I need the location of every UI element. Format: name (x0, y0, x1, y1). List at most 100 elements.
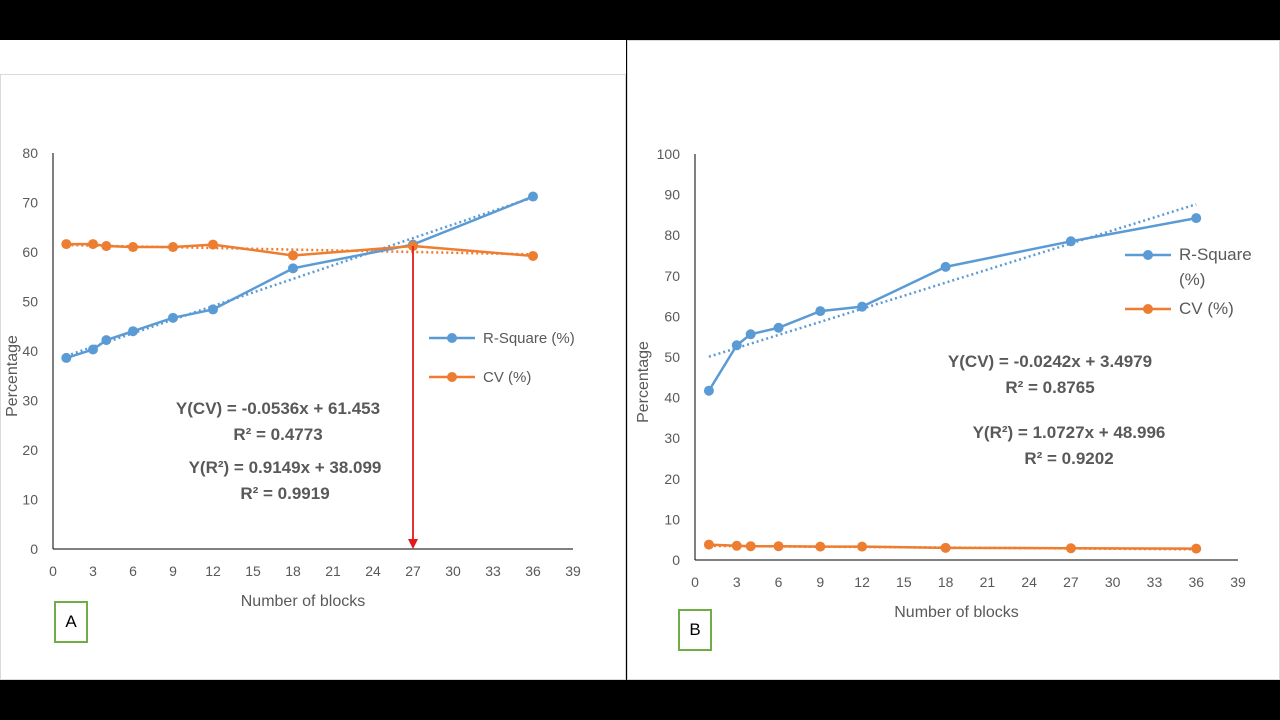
y-tick-label: 90 (664, 187, 680, 203)
x-tick-label: 33 (485, 563, 501, 579)
data-point (773, 322, 784, 333)
y-tick-label: 40 (664, 390, 680, 406)
data-point (168, 312, 178, 323)
x-axis-title: Number of blocks (241, 593, 366, 610)
data-point (1191, 543, 1202, 554)
equation-text: Y(R²) = 1.0727x + 48.996 (973, 423, 1166, 442)
data-point (128, 242, 138, 253)
legend-swatch-marker (447, 372, 457, 382)
legend-swatch-marker (1143, 250, 1153, 260)
legend-label: CV (%) (1179, 299, 1234, 318)
x-tick-label: 39 (565, 563, 581, 579)
y-tick-label: 40 (22, 343, 38, 359)
x-tick-label: 18 (285, 563, 301, 579)
y-tick-label: 80 (22, 145, 38, 161)
x-tick-label: 15 (896, 574, 912, 590)
y-tick-label: 70 (22, 195, 38, 211)
y-axis-title: Percentage (635, 341, 652, 423)
data-point (773, 541, 784, 552)
data-point (815, 306, 826, 317)
y-tick-label: 0 (672, 552, 680, 568)
x-tick-label: 6 (129, 563, 137, 579)
data-point (128, 326, 138, 337)
y-tick-label: 50 (664, 349, 680, 365)
x-tick-label: 21 (325, 563, 341, 579)
x-tick-label: 18 (938, 574, 954, 590)
x-tick-label: 21 (980, 574, 996, 590)
x-tick-label: 36 (1188, 574, 1204, 590)
data-point (731, 540, 742, 551)
panel-label-a: A (54, 601, 88, 643)
x-tick-label: 30 (445, 563, 461, 579)
r-squared-text: R² = 0.9202 (1024, 449, 1113, 468)
y-tick-label: 30 (22, 393, 38, 409)
data-point (703, 385, 714, 396)
data-point (703, 539, 714, 550)
legend-swatch-marker (447, 333, 457, 343)
data-point (288, 250, 298, 261)
chart-panel-a: 0 10 20 30 40 50 60 70 80 0 3 6 9 12 15 18 21 24 27 30 33 36 3… (0, 74, 626, 680)
data-point (88, 239, 98, 250)
data-point (745, 541, 756, 552)
x-tick-label: 27 (405, 563, 421, 579)
x-tick-label: 39 (1230, 574, 1246, 590)
panel-label-b: B (678, 609, 712, 651)
data-point (88, 344, 98, 355)
data-point (1065, 236, 1076, 247)
chart-panel-b: 0 10 20 30 40 50 60 70 80 90 100 0 3 6 9 12 15 18 21 24 27 30… (627, 40, 1280, 680)
x-tick-label: 27 (1063, 574, 1079, 590)
x-tick-label: 24 (1021, 574, 1037, 590)
x-tick-label: 12 (205, 563, 221, 579)
legend-swatch-marker (1143, 304, 1153, 314)
x-tick-label: 3 (89, 563, 97, 579)
data-point (61, 239, 72, 250)
y-tick-label: 10 (22, 492, 38, 508)
y-tick-label: 10 (664, 511, 680, 527)
y-tick-label: 80 (664, 227, 680, 243)
x-tick-label: 12 (854, 574, 870, 590)
r-squared-text: R² = 0.9919 (240, 484, 329, 503)
y-tick-label: 70 (664, 268, 680, 284)
y-tick-label: 50 (22, 294, 38, 310)
data-point (288, 263, 298, 274)
data-point (208, 304, 218, 315)
trendline-r-square- (65, 196, 534, 358)
x-tick-label: 6 (775, 574, 783, 590)
x-tick-label: 15 (245, 563, 261, 579)
x-tick-label: 3 (733, 574, 741, 590)
r-squared-text: R² = 0.4773 (233, 425, 322, 444)
data-point (857, 541, 868, 552)
x-tick-label: 36 (525, 563, 541, 579)
x-tick-label: 9 (816, 574, 824, 590)
x-axis-title: Number of blocks (894, 604, 1019, 621)
data-point (731, 340, 742, 351)
y-axis-title: Percentage (4, 335, 21, 417)
data-point (61, 352, 72, 363)
data-point (208, 239, 218, 250)
equation-text: Y(CV) = -0.0536x + 61.453 (176, 399, 380, 418)
x-tick-label: 0 (691, 574, 699, 590)
data-point (528, 250, 538, 261)
r-squared-text: R² = 0.8765 (1005, 378, 1094, 397)
y-tick-label: 30 (664, 430, 680, 446)
legend-label: (%) (1179, 270, 1205, 289)
data-point (528, 191, 538, 202)
y-tick-label: 20 (664, 471, 680, 487)
data-point (101, 335, 112, 346)
marker-arrow-head (408, 539, 418, 549)
data-point (815, 541, 826, 552)
data-point (1065, 543, 1076, 554)
y-tick-label: 100 (657, 146, 681, 162)
data-point (857, 301, 868, 312)
data-point (1191, 213, 1202, 224)
equation-text: Y(CV) = -0.0242x + 3.4979 (948, 352, 1152, 371)
data-point (101, 241, 112, 252)
x-tick-label: 30 (1105, 574, 1121, 590)
legend-label: R-Square (1179, 245, 1252, 264)
x-tick-label: 0 (49, 563, 57, 579)
y-tick-label: 20 (22, 442, 38, 458)
x-tick-label: 24 (365, 563, 381, 579)
legend-label: CV (%) (483, 369, 531, 386)
